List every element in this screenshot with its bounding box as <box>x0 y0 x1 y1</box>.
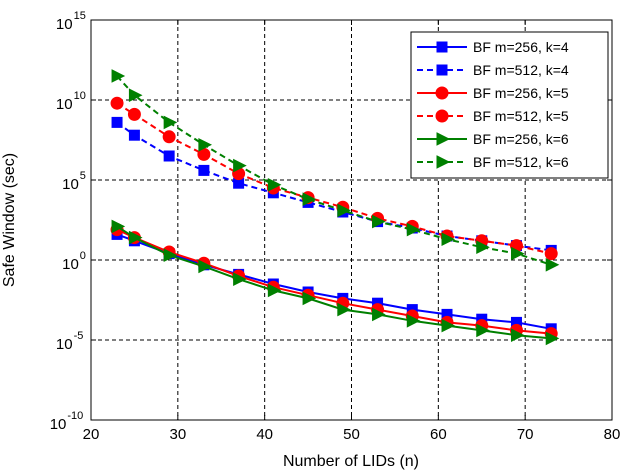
legend-label: BF m=256, k=4 <box>473 39 569 55</box>
y-tick-exponent: -10 <box>67 410 83 422</box>
x-tick-label: 20 <box>83 426 100 443</box>
x-tick-label: 60 <box>430 426 447 443</box>
y-tick-exponent: 0 <box>80 250 86 262</box>
data-point <box>163 115 178 130</box>
y-tick-label: 10 5 <box>62 170 86 193</box>
y-axis-label: Safe Window (sec) <box>1 153 18 287</box>
data-point <box>198 164 210 176</box>
data-point <box>510 328 525 343</box>
legend-label: BF m=256, k=5 <box>473 85 569 101</box>
x-tick-label: 70 <box>517 426 534 443</box>
data-point <box>163 248 178 263</box>
data-point <box>127 107 141 121</box>
data-point <box>111 219 126 234</box>
x-tick-label: 40 <box>256 426 273 443</box>
data-point <box>337 203 351 218</box>
data-point <box>337 302 351 317</box>
legend-swatch-marker <box>436 155 451 169</box>
x-tick-label: 80 <box>604 426 621 443</box>
data-point <box>198 259 213 274</box>
legend-swatch-marker <box>436 64 448 76</box>
x-tick-label: 30 <box>169 426 186 443</box>
data-point <box>111 69 126 83</box>
series-line <box>116 102 552 255</box>
legend-swatch-marker <box>436 132 451 146</box>
data-point <box>162 130 176 144</box>
data-point <box>198 137 213 152</box>
y-tick-label: 10 15 <box>56 10 86 33</box>
y-tick-label: 10 -5 <box>56 330 83 353</box>
series-5 <box>111 219 560 346</box>
data-point <box>302 192 317 207</box>
data-point <box>510 246 525 261</box>
legend-entry: BF m=512, k=6 <box>417 154 569 170</box>
legend-box <box>410 31 609 179</box>
data-point <box>128 88 143 103</box>
y-tick-base: 10 <box>56 16 73 33</box>
data-point <box>267 177 282 192</box>
y-tick-exponent: -5 <box>74 330 84 342</box>
legend-label: BF m=512, k=4 <box>473 62 569 78</box>
data-point <box>233 158 247 173</box>
data-point <box>302 291 317 306</box>
data-point <box>441 318 456 333</box>
legend-label: BF m=256, k=6 <box>473 131 569 147</box>
legend-entry: BF m=256, k=5 <box>417 85 569 101</box>
data-point <box>441 232 456 247</box>
legend-swatch-marker <box>435 109 449 123</box>
y-tick-label: 10 10 <box>56 90 86 113</box>
y-tick-exponent: 10 <box>74 90 86 102</box>
y-tick-label: 10 0 <box>62 250 86 273</box>
y-tick-label: 10 -10 <box>50 410 84 433</box>
legend-swatch-marker <box>435 86 449 100</box>
data-point <box>544 247 558 261</box>
data-point <box>128 230 143 245</box>
series-line <box>116 75 552 266</box>
y-tick-exponent: 15 <box>74 10 86 22</box>
legend-entry: BF m=512, k=4 <box>417 62 569 78</box>
data-point <box>267 283 282 298</box>
series-group <box>110 69 560 346</box>
legend-entry: BF m=256, k=4 <box>417 39 569 55</box>
data-point <box>476 240 490 255</box>
data-point <box>372 214 386 229</box>
data-point <box>545 257 560 272</box>
series-line <box>116 225 552 340</box>
y-tick-base: 10 <box>62 256 79 273</box>
legend-label: BF m=512, k=5 <box>473 108 569 124</box>
y-tick-base: 10 <box>56 96 73 113</box>
series-6 <box>111 69 560 272</box>
data-point <box>111 116 123 128</box>
y-tick-base: 10 <box>50 416 67 433</box>
data-point <box>372 307 386 322</box>
legend: BF m=256, k=4 BF m=512, k=4 BF m=256, k=5 B… <box>410 31 609 179</box>
legend-entry: BF m=256, k=6 <box>417 131 569 147</box>
legend-label: BF m=512, k=6 <box>473 154 569 170</box>
data-point <box>406 222 421 237</box>
data-point <box>233 272 247 287</box>
legend-swatch-marker <box>436 41 448 53</box>
data-point <box>476 323 490 338</box>
x-axis-label: Number of LIDs (n) <box>283 453 419 470</box>
data-point <box>163 150 175 162</box>
data-point <box>406 313 421 328</box>
y-tick-base: 10 <box>56 336 73 353</box>
data-point <box>110 96 124 110</box>
legend-entry: BF m=512, k=5 <box>417 108 569 124</box>
y-tick-base: 10 <box>62 176 79 193</box>
x-tick-label: 50 <box>343 426 360 443</box>
y-tick-exponent: 5 <box>80 170 86 182</box>
data-point <box>545 331 560 346</box>
data-point <box>128 129 140 141</box>
